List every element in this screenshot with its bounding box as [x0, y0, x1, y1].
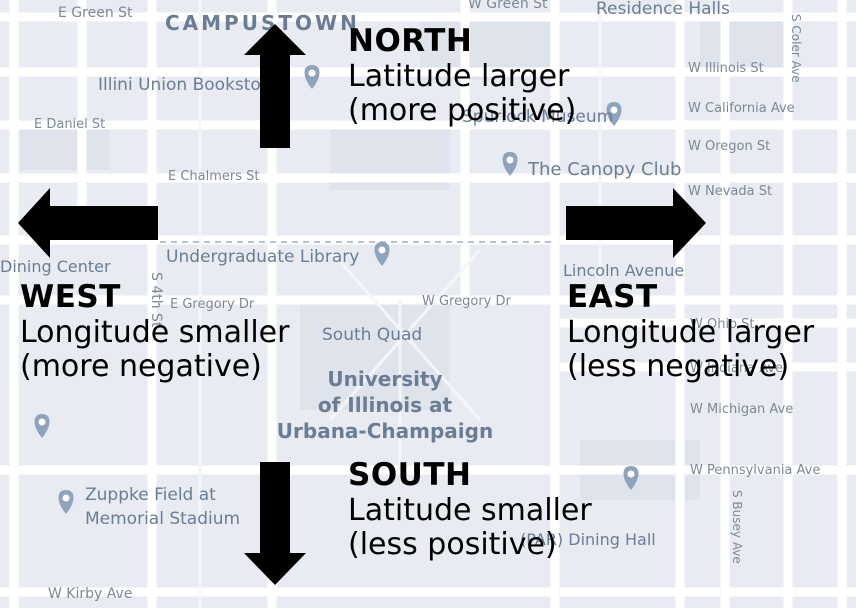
- map-label-poi: (PAR) Dining Hall: [520, 530, 656, 549]
- map-label-street: W Illinois St: [688, 61, 764, 76]
- west-line-1: Longitude smaller: [20, 314, 290, 350]
- south-label: SOUTH Latitude smaller (less positive): [348, 457, 592, 563]
- map-label-poi: Dining Center: [0, 257, 111, 276]
- map-label-street: S Coler Ave: [789, 14, 803, 83]
- map-label-street: W Ohio St: [690, 317, 755, 332]
- map-pin-dot: [627, 470, 635, 478]
- map-label-poi: The Canopy Club: [527, 159, 681, 180]
- map-label-street: W California Ave: [688, 101, 795, 116]
- map-label-poi: Residence Halls: [596, 0, 730, 19]
- east-title: EAST: [567, 279, 658, 315]
- north-arrow: [244, 24, 306, 148]
- south-line-1: Latitude smaller: [348, 492, 592, 528]
- east-line-2: (less negative): [567, 349, 790, 385]
- map-pin-icon: [606, 102, 622, 126]
- map-pin-icon: [58, 490, 74, 514]
- south-arrow: [244, 462, 306, 585]
- map-label-street: W Kirby Ave: [48, 586, 132, 602]
- south-title: SOUTH: [348, 457, 472, 493]
- north-title: NORTH: [348, 23, 473, 59]
- east-arrow: [566, 188, 706, 258]
- west-arrow: [18, 188, 158, 258]
- south-line-2: (less positive): [348, 527, 557, 563]
- map-label-poi: Lincoln Avenue: [563, 261, 684, 280]
- map-label-street: W Nevada St: [688, 184, 772, 199]
- map-pin-dot: [38, 418, 46, 426]
- map-pin-dot: [506, 156, 514, 164]
- map-label-poi: Undergraduate Library: [166, 247, 359, 267]
- north-line-2: (more positive): [348, 93, 577, 129]
- map-pin-icon: [502, 152, 518, 176]
- north-label: NORTH Latitude larger (more positive): [348, 23, 577, 129]
- map-label-street: E Gregory Dr: [170, 297, 255, 312]
- map-label-street: E Green St: [58, 5, 133, 21]
- map-pin-dot: [62, 494, 70, 502]
- map-pin-dot: [610, 106, 618, 114]
- map-label-street: E Chalmers St: [168, 169, 260, 184]
- map-label-poi: Illini Union Bookstore: [98, 75, 278, 95]
- map-label-poi: University of Illinois at Urbana-Champaign: [277, 367, 493, 443]
- map-label-street: W Michigan Ave: [690, 402, 793, 417]
- map-label-poi: Spurlock Museum: [462, 107, 613, 127]
- map-pin-icon: [623, 466, 639, 490]
- map-label-street: W Pennsylvania Ave: [690, 463, 820, 478]
- map-label-poi: South Quad: [322, 325, 422, 345]
- map-label-street: S 4th St: [148, 272, 164, 328]
- east-line-1: Longitude larger: [567, 314, 815, 350]
- map-label-street: W Green St: [468, 0, 548, 12]
- north-line-1: Latitude larger: [348, 58, 570, 94]
- east-label: EAST Longitude larger (less negative): [567, 279, 815, 385]
- west-line-2: (more negative): [20, 349, 262, 385]
- map-label-street: W Oregon St: [688, 139, 770, 154]
- west-title: WEST: [20, 279, 121, 315]
- map-label-street: W Indiana Ave: [690, 361, 783, 376]
- west-label: WEST Longitude smaller (more negative): [20, 279, 290, 385]
- map-label-district: CAMPUSTOWN: [165, 11, 360, 35]
- map-pin-icon: [374, 242, 390, 266]
- map-pin-dot: [308, 69, 316, 77]
- map-pin-dot: [378, 246, 386, 254]
- map-label-street: S Busey Ave: [730, 490, 744, 564]
- map-label-street: E Daniel St: [34, 117, 105, 132]
- map-label-street: W Gregory Dr: [422, 294, 512, 309]
- map-pin-icon: [304, 65, 320, 89]
- map-pin-icon: [34, 414, 50, 438]
- map-label-poi: Zuppke Field at Memorial Stadium: [85, 485, 240, 529]
